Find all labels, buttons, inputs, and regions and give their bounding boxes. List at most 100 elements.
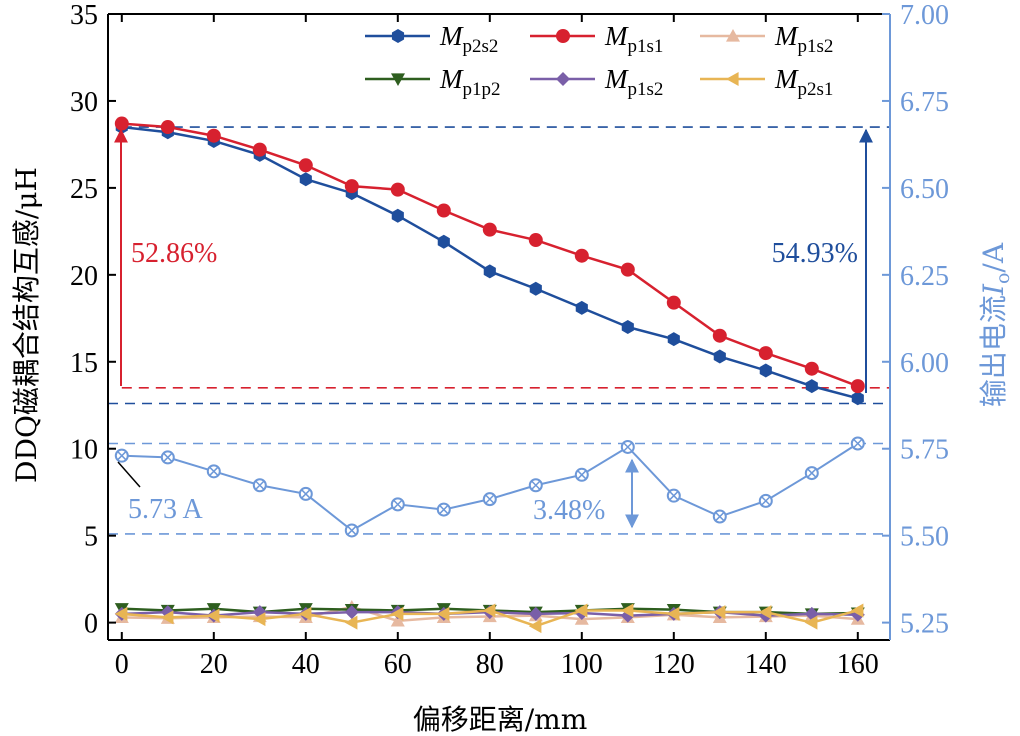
reference-lines	[108, 126, 890, 535]
series-5-point-12	[666, 606, 680, 621]
series-5-point-8	[482, 603, 496, 618]
series-layer	[114, 116, 865, 634]
series-6-point-10	[574, 467, 589, 482]
series-6-point-7	[436, 502, 451, 517]
y2-axis-title-suffix: /A	[977, 242, 1010, 272]
current-value-label: 5.73 A	[128, 494, 203, 525]
series-1-point-16	[850, 379, 865, 394]
y-tick-label-3: 15	[70, 348, 98, 379]
marker-cross	[623, 442, 633, 452]
marker-cross	[485, 494, 495, 504]
series-6-point-1	[160, 450, 175, 465]
legend-label-sub-0: p2s2	[463, 36, 499, 57]
series-5-point-11	[620, 603, 634, 618]
legend-label-3: Mp1p2	[439, 64, 501, 100]
marker-cross	[117, 451, 127, 461]
legend-label-sub-4: p1s2	[628, 79, 664, 100]
series-5-point-9	[528, 619, 542, 634]
marker-cross	[347, 525, 357, 535]
marker-cross	[439, 505, 449, 515]
series-1-point-8	[482, 222, 497, 237]
series-5-point-4	[298, 606, 312, 621]
series-0-point-16	[851, 391, 864, 406]
series-0-point-13	[713, 349, 726, 364]
y2-axis-title-sub: o	[992, 273, 1014, 284]
x-tick-label-7: 140	[745, 649, 787, 680]
marker-cross	[669, 491, 679, 501]
legend-label-sub-2: p1s2	[798, 36, 834, 57]
series-5-point-6	[390, 606, 404, 621]
x-axis-title: 偏移距离/mm	[413, 703, 588, 736]
marker-cross	[853, 438, 863, 449]
marker-cross	[715, 512, 725, 522]
series-4-point-5	[344, 605, 359, 620]
legend-label-var-0: M	[439, 21, 464, 51]
series-1	[114, 116, 865, 394]
series-5	[114, 603, 864, 634]
legend-label-var-1: M	[604, 21, 629, 51]
series-6-point-3	[252, 478, 267, 493]
y2-tick-label-2: 5.75	[900, 435, 949, 466]
series-0	[115, 120, 864, 406]
series-6-point-2	[206, 464, 221, 479]
series-0-point-10	[575, 300, 588, 315]
series-0-point-4	[299, 172, 312, 187]
y-tick-label-0: 0	[84, 609, 98, 640]
legend-item-5: Mp2s1	[700, 64, 833, 100]
x-tick-label-1: 20	[200, 649, 228, 680]
legend-label-sub-5: p2s1	[798, 79, 834, 100]
series-5-point-2	[206, 608, 220, 623]
series-1-point-11	[620, 262, 635, 277]
series-1-point-14	[758, 346, 773, 361]
axes-frame: 0 20 40 60 80 100 120 140 160 0 5 10 15 20 25 30 35 5.25 5…	[70, 0, 949, 680]
series-5-point-14	[758, 605, 772, 620]
series-6-point-8	[482, 492, 497, 507]
current-label-leader	[117, 461, 141, 488]
series-6-point-15	[804, 466, 819, 481]
series-line-6	[121, 442, 859, 532]
series-5-point-1	[160, 610, 174, 625]
y-axis-title: DDQ磁耦合结构互感/μH	[10, 167, 43, 483]
series-6-point-4	[298, 486, 313, 501]
legend-label-1: Mp1s1	[604, 21, 663, 57]
y2-axis-title-prefix: 输出电流	[977, 295, 1010, 407]
series-5-point-16	[850, 603, 864, 618]
series-1-point-10	[574, 248, 589, 263]
series-1-point-1	[160, 120, 175, 135]
marker-cross	[163, 452, 173, 462]
y2-tick-label-3: 6.00	[900, 348, 949, 379]
marker-cross	[209, 466, 219, 476]
series-5-point-7	[436, 606, 450, 621]
marker-cross	[301, 489, 311, 499]
series-6-point-16	[850, 436, 865, 451]
y2-tick-label-0: 5.25	[900, 609, 949, 640]
y2-tick-label-6: 6.75	[900, 87, 949, 118]
series-0-point-9	[529, 281, 542, 296]
marker-cross	[531, 480, 541, 490]
legend-label-5: Mp2s1	[774, 64, 833, 100]
y-tick-label-7: 35	[70, 0, 98, 31]
series-5-point-10	[574, 603, 588, 618]
legend-label-sub-1: p1s1	[628, 36, 664, 57]
series-6-point-13	[712, 509, 727, 524]
legend-swatch-marker-0	[391, 29, 405, 43]
series-0-point-8	[483, 264, 496, 279]
annotations: 52.86% 54.93% 3.48% 5.73 A	[114, 128, 873, 529]
series-0-point-11	[621, 320, 634, 334]
blue-percent-label: 54.93%	[772, 238, 858, 269]
series-5-point-3	[252, 612, 266, 627]
x-tick-label-0: 0	[115, 649, 129, 680]
y-tick-label-1: 5	[84, 522, 98, 553]
series-1-point-0	[114, 116, 129, 131]
y-tick-label-4: 20	[70, 261, 98, 292]
y2-tick-label-5: 6.50	[900, 174, 949, 205]
series-0-point-7	[437, 234, 450, 249]
y-tick-label-5: 25	[70, 174, 98, 205]
y2-tick-label-4: 6.25	[900, 261, 949, 292]
legend-item-3: Mp1p2	[365, 64, 501, 100]
legend-item-4: Mp1s2	[530, 64, 663, 100]
series-6-point-5	[344, 523, 359, 538]
series-1-point-4	[298, 158, 313, 173]
